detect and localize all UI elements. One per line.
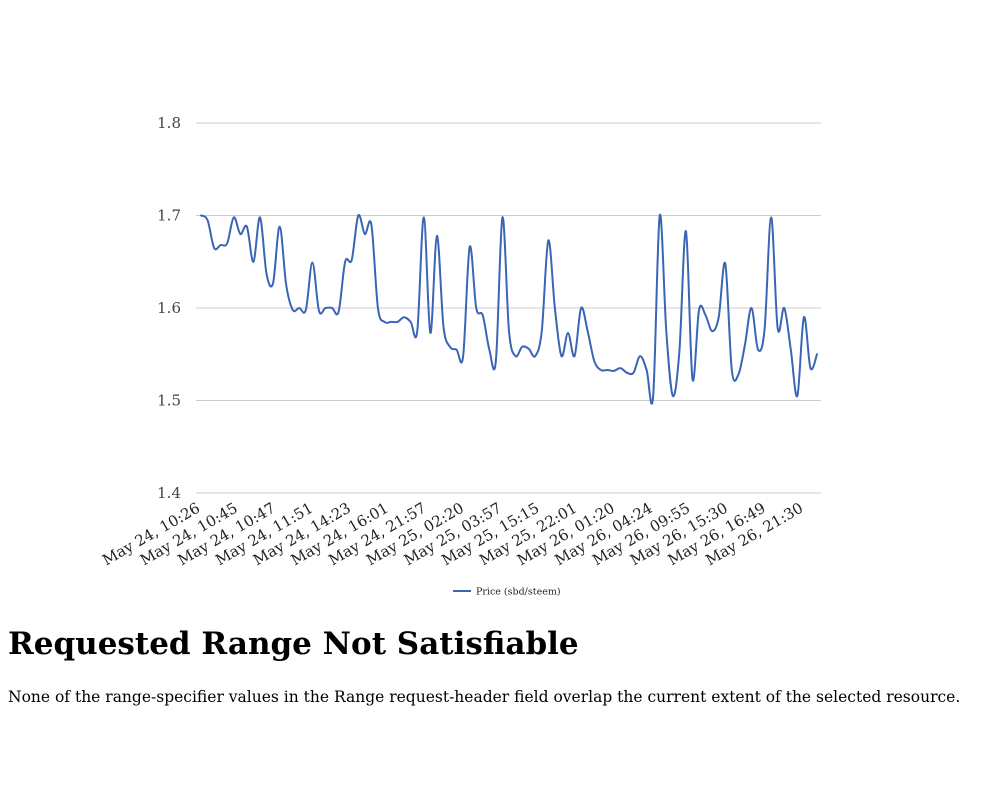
y-tick-label: 1.5: [157, 392, 181, 410]
y-tick-label: 1.4: [157, 484, 181, 502]
legend-label: Price (sbd/steem): [476, 587, 561, 598]
series-line: [200, 213, 818, 405]
y-axis-ticks: 1.4 1.5 1.6 1.7 1.8: [157, 114, 181, 502]
price-chart: 1.4 1.5 1.6 1.7 1.8 May 24, 10:26 May 24, 10:…: [99, 114, 821, 598]
error-message: None of the range-specifier values in th…: [8, 688, 961, 706]
page-title: Requested Range Not Satisfiable: [8, 626, 579, 662]
y-tick-label: 1.8: [157, 114, 181, 132]
y-tick-label: 1.7: [157, 207, 181, 225]
series-layer: [200, 213, 818, 405]
y-tick-label: 1.6: [157, 299, 181, 317]
legend: Price (sbd/steem): [453, 587, 561, 598]
